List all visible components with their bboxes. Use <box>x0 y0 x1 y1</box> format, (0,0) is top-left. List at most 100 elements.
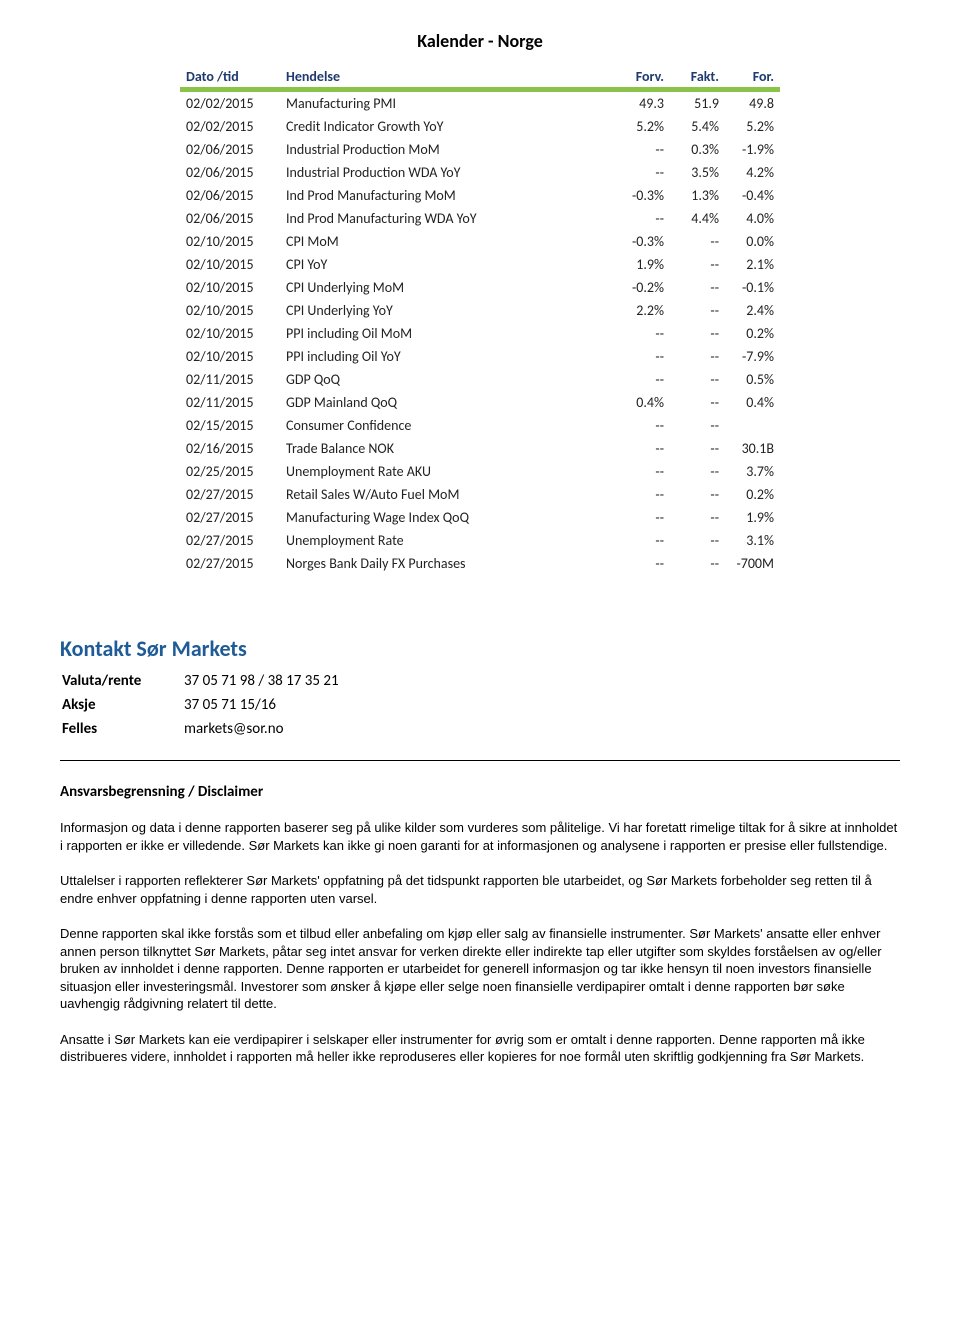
contact-value: 37 05 71 98 / 38 17 35 21 <box>184 670 349 692</box>
table-row: 02/11/2015GDP Mainland QoQ0.4%--0.4% <box>180 391 780 414</box>
table-cell: -700M <box>725 552 780 575</box>
table-cell: CPI MoM <box>280 230 615 253</box>
table-cell: 0.4% <box>725 391 780 414</box>
table-cell: CPI Underlying MoM <box>280 276 615 299</box>
table-cell: -- <box>670 391 725 414</box>
table-cell: -- <box>615 437 670 460</box>
table-row: 02/27/2015Manufacturing Wage Index QoQ--… <box>180 506 780 529</box>
table-cell: -- <box>615 322 670 345</box>
disclaimer-paragraph: Uttalelser i rapporten reflekterer Sør M… <box>60 872 900 907</box>
table-cell: -0.4% <box>725 184 780 207</box>
table-cell: 51.9 <box>670 90 725 116</box>
table-cell: 5.4% <box>670 115 725 138</box>
table-cell: -- <box>670 460 725 483</box>
table-cell: 0.3% <box>670 138 725 161</box>
contact-value: markets@sor.no <box>184 718 349 740</box>
calendar-section: Kalender - Norge Dato /tid Hendelse Forv… <box>180 30 780 575</box>
table-header-row: Dato /tid Hendelse Forv. Fakt. For. <box>180 64 780 90</box>
table-row: 02/06/2015Ind Prod Manufacturing MoM-0.3… <box>180 184 780 207</box>
contact-label: Valuta/rente <box>62 670 182 692</box>
table-cell: 02/10/2015 <box>180 322 280 345</box>
table-cell: -- <box>615 368 670 391</box>
table-cell: 02/02/2015 <box>180 90 280 116</box>
calendar-tbody: 02/02/2015Manufacturing PMI49.351.949.80… <box>180 90 780 576</box>
contact-row: Valuta/rente37 05 71 98 / 38 17 35 21 <box>62 670 349 692</box>
table-row: 02/11/2015GDP QoQ----0.5% <box>180 368 780 391</box>
table-cell: 1.9% <box>615 253 670 276</box>
table-cell: -- <box>670 506 725 529</box>
table-cell: Ind Prod Manufacturing WDA YoY <box>280 207 615 230</box>
table-row: 02/10/2015CPI YoY1.9%--2.1% <box>180 253 780 276</box>
table-cell: 02/25/2015 <box>180 460 280 483</box>
table-row: 02/10/2015PPI including Oil MoM----0.2% <box>180 322 780 345</box>
table-cell: -- <box>615 552 670 575</box>
table-cell: 1.3% <box>670 184 725 207</box>
table-row: 02/10/2015CPI MoM-0.3%--0.0% <box>180 230 780 253</box>
table-row: 02/06/2015Industrial Production WDA YoY-… <box>180 161 780 184</box>
disclaimer-paragraph: Denne rapporten skal ikke forstås som et… <box>60 925 900 1013</box>
table-cell: 02/27/2015 <box>180 529 280 552</box>
table-cell: -- <box>670 345 725 368</box>
table-cell: 3.5% <box>670 161 725 184</box>
table-cell: -0.3% <box>615 230 670 253</box>
table-cell: PPI including Oil YoY <box>280 345 615 368</box>
table-cell: -- <box>615 529 670 552</box>
table-row: 02/25/2015Unemployment Rate AKU----3.7% <box>180 460 780 483</box>
table-row: 02/02/2015Manufacturing PMI49.351.949.8 <box>180 90 780 116</box>
table-row: 02/10/2015PPI including Oil YoY-----7.9% <box>180 345 780 368</box>
table-row: 02/15/2015Consumer Confidence---- <box>180 414 780 437</box>
table-cell: 0.2% <box>725 483 780 506</box>
table-cell: 49.3 <box>615 90 670 116</box>
table-cell: 02/15/2015 <box>180 414 280 437</box>
table-cell: 02/10/2015 <box>180 276 280 299</box>
table-cell: CPI YoY <box>280 253 615 276</box>
table-cell: -- <box>670 299 725 322</box>
col-forv: Forv. <box>615 64 670 90</box>
table-cell: CPI Underlying YoY <box>280 299 615 322</box>
table-cell: 02/02/2015 <box>180 115 280 138</box>
table-row: 02/06/2015Industrial Production MoM--0.3… <box>180 138 780 161</box>
table-cell: 2.1% <box>725 253 780 276</box>
table-cell: 5.2% <box>725 115 780 138</box>
table-cell: -- <box>670 230 725 253</box>
table-cell: 02/06/2015 <box>180 138 280 161</box>
table-cell: -- <box>615 207 670 230</box>
table-cell: 30.1B <box>725 437 780 460</box>
table-cell: -0.2% <box>615 276 670 299</box>
page-title: Kalender - Norge <box>180 30 780 52</box>
table-cell: 1.9% <box>725 506 780 529</box>
table-cell: GDP QoQ <box>280 368 615 391</box>
col-date: Dato /tid <box>180 64 280 90</box>
table-cell: Norges Bank Daily FX Purchases <box>280 552 615 575</box>
table-cell: 49.8 <box>725 90 780 116</box>
col-fakt: Fakt. <box>670 64 725 90</box>
table-cell: -- <box>670 414 725 437</box>
table-cell: 0.0% <box>725 230 780 253</box>
col-event: Hendelse <box>280 64 615 90</box>
table-cell: Retail Sales W/Auto Fuel MoM <box>280 483 615 506</box>
table-row: 02/27/2015Norges Bank Daily FX Purchases… <box>180 552 780 575</box>
table-cell: 02/11/2015 <box>180 368 280 391</box>
table-cell: 3.1% <box>725 529 780 552</box>
disclaimer-paragraph: Informasjon og data i denne rapporten ba… <box>60 819 900 854</box>
table-row: 02/10/2015CPI Underlying YoY2.2%--2.4% <box>180 299 780 322</box>
contact-label: Aksje <box>62 694 182 716</box>
contact-value: 37 05 71 15/16 <box>184 694 349 716</box>
table-cell <box>725 414 780 437</box>
table-cell: Trade Balance NOK <box>280 437 615 460</box>
table-cell: 02/27/2015 <box>180 506 280 529</box>
disclaimer-paragraph: Ansatte i Sør Markets kan eie verdipapir… <box>60 1031 900 1066</box>
contact-label: Felles <box>62 718 182 740</box>
table-cell: 4.2% <box>725 161 780 184</box>
table-cell: -1.9% <box>725 138 780 161</box>
table-row: 02/06/2015Ind Prod Manufacturing WDA YoY… <box>180 207 780 230</box>
table-cell: 0.5% <box>725 368 780 391</box>
table-cell: 4.0% <box>725 207 780 230</box>
table-cell: -- <box>615 138 670 161</box>
table-cell: 0.4% <box>615 391 670 414</box>
table-cell: Industrial Production WDA YoY <box>280 161 615 184</box>
table-cell: 02/10/2015 <box>180 345 280 368</box>
table-row: 02/02/2015Credit Indicator Growth YoY5.2… <box>180 115 780 138</box>
table-cell: 02/10/2015 <box>180 253 280 276</box>
table-cell: Unemployment Rate AKU <box>280 460 615 483</box>
